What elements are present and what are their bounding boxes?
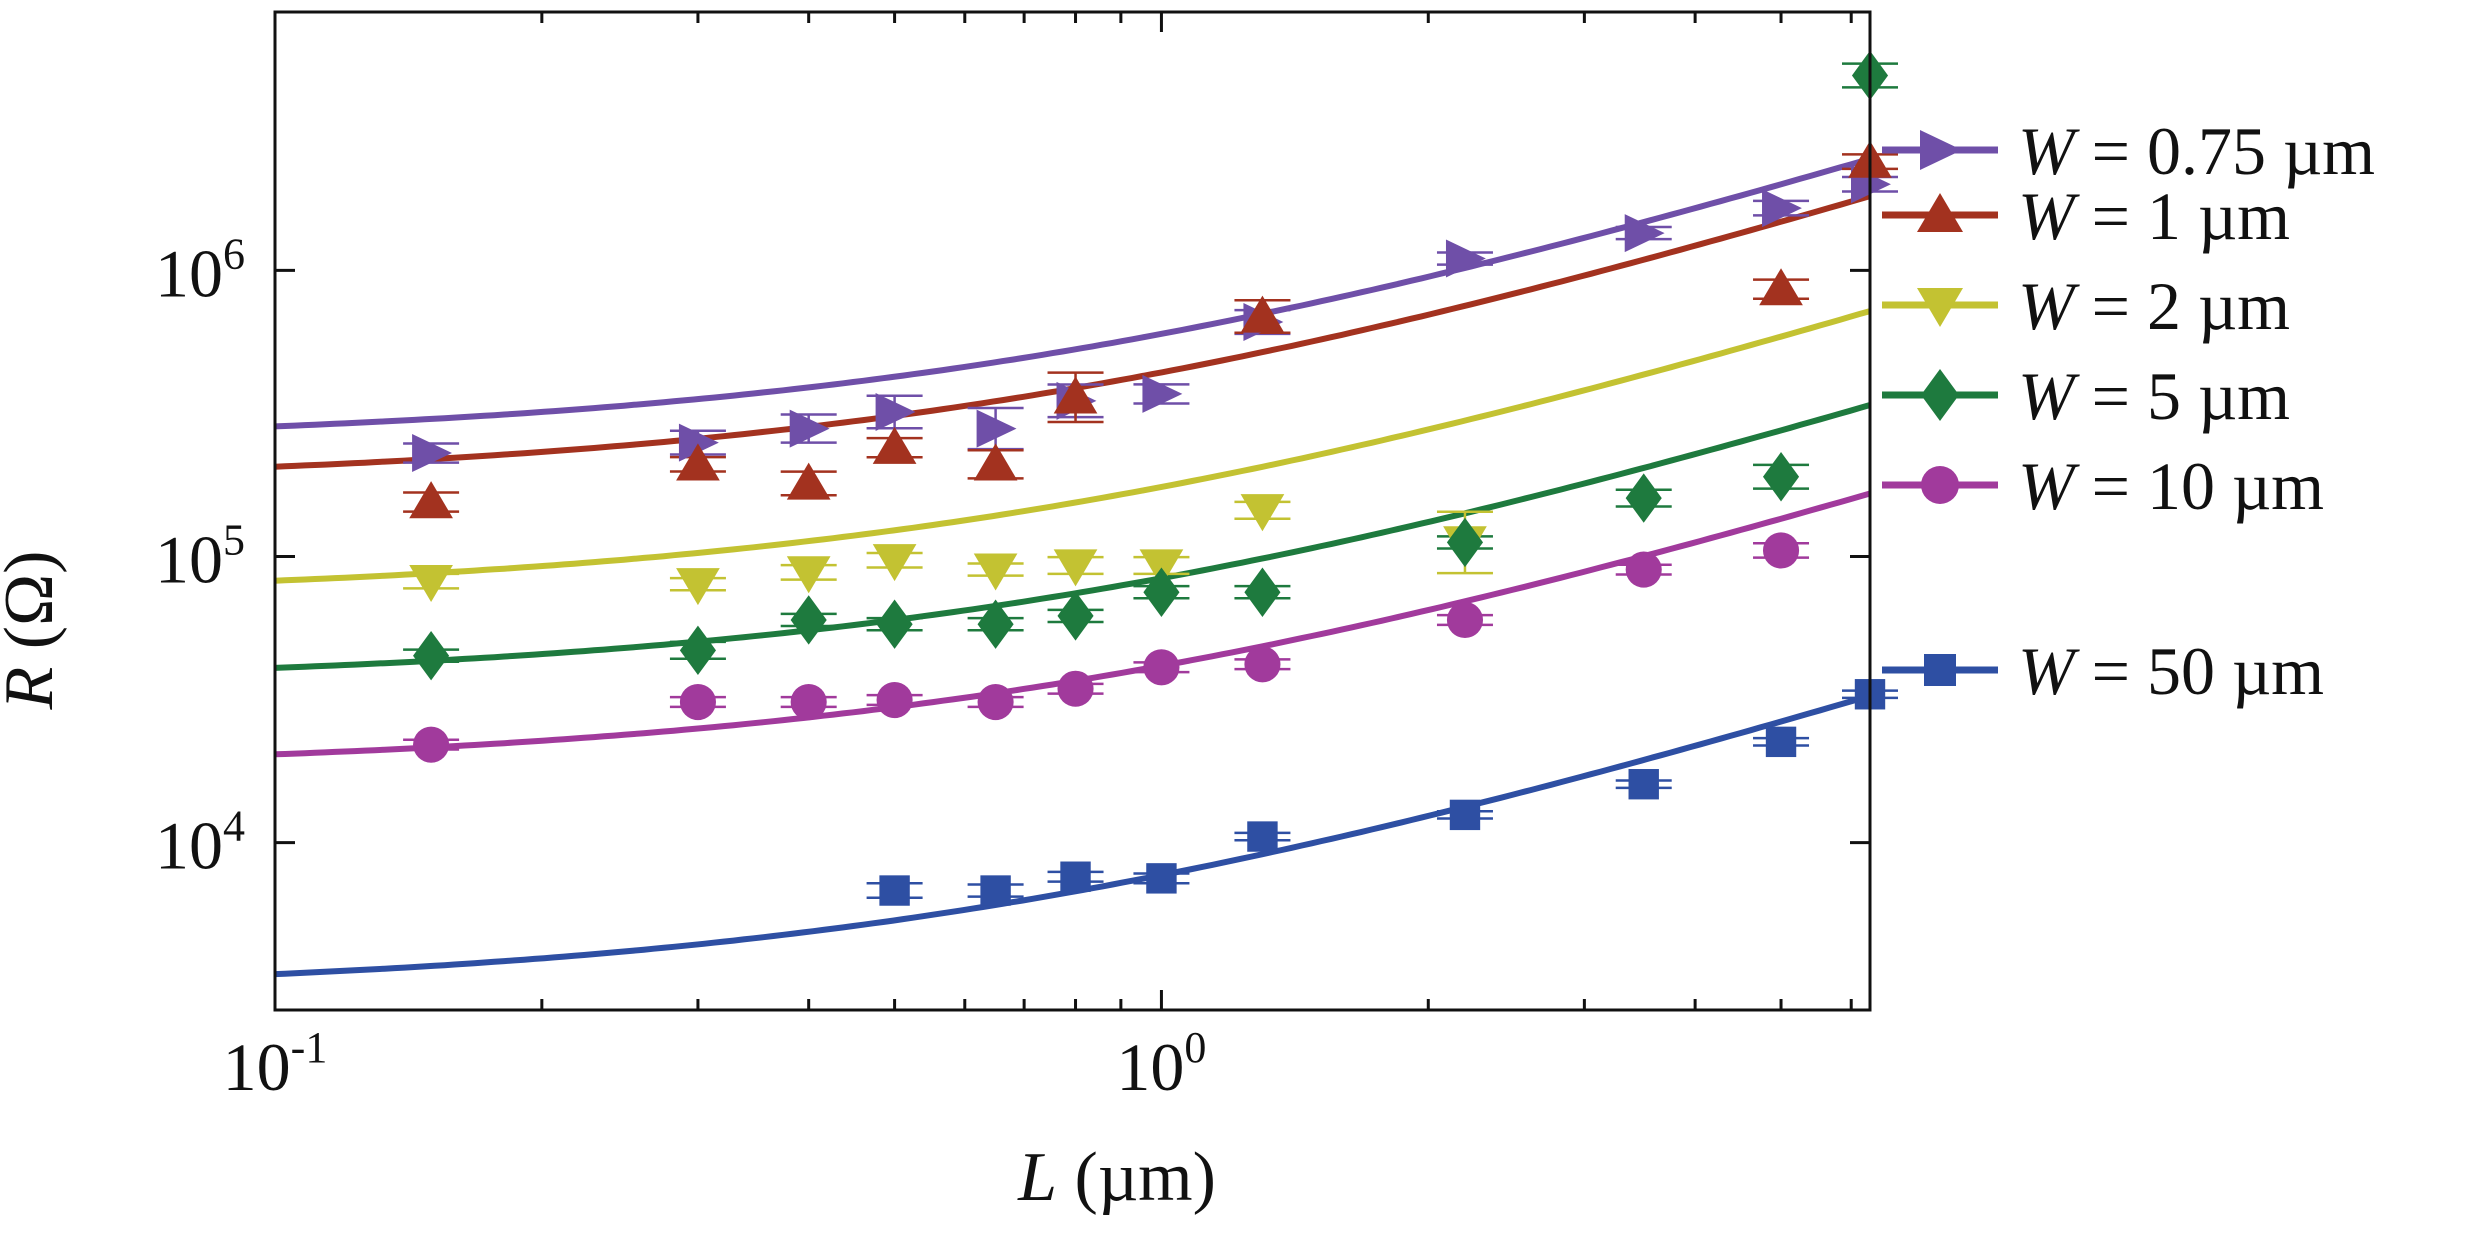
legend-marker <box>1924 654 1956 686</box>
fit-line-0 <box>274 155 1871 430</box>
data-point <box>676 443 720 481</box>
data-point <box>977 599 1014 649</box>
data-point <box>1244 646 1281 683</box>
legend-marker <box>1921 369 1959 421</box>
legend-label: W = 1 µm <box>2018 178 2290 254</box>
data-point <box>1240 295 1285 333</box>
data-point <box>1143 649 1180 686</box>
data-point <box>409 481 453 519</box>
data-point <box>976 409 1017 448</box>
data-point <box>786 556 831 594</box>
data-point <box>1244 567 1281 617</box>
plot-frame <box>273 10 1872 1012</box>
legend-label: W = 5 µm <box>2018 358 2290 434</box>
data-point <box>1053 376 1098 414</box>
data-point <box>876 681 913 719</box>
data-point <box>413 726 450 763</box>
y-tick-label: 105 <box>155 516 245 598</box>
fit-line-5 <box>274 692 1871 978</box>
x-axis-label: L (µm) <box>1017 1139 1216 1216</box>
legend-item: W = 1 µm <box>1882 178 2290 254</box>
data-point <box>875 392 916 431</box>
data-point <box>876 599 913 649</box>
data-point <box>879 875 910 906</box>
data-point <box>973 443 1018 481</box>
data-point <box>1625 551 1662 588</box>
y-axis-label: R (Ω) <box>0 551 68 711</box>
data-point <box>1247 821 1278 852</box>
data-point <box>1060 861 1091 892</box>
data-point <box>1762 452 1800 502</box>
data-point <box>973 553 1018 591</box>
data-point <box>1765 726 1797 758</box>
data-point <box>679 683 716 721</box>
data-points <box>409 50 1892 906</box>
legend-label: W = 2 µm <box>2018 268 2290 344</box>
data-point <box>676 568 720 606</box>
data-point <box>790 595 827 645</box>
y-tick-label: 104 <box>155 802 245 884</box>
legend: W = 0.75 µmW = 1 µm W = 2 µm W = 5 µm W = 1… <box>1882 113 2375 709</box>
legend-label: W = 10 µm <box>2018 448 2324 524</box>
axis-ticks <box>273 12 1870 1010</box>
data-point <box>1446 601 1484 639</box>
tick-labels: 10-1 100 104 105 106 <box>155 229 1206 1105</box>
data-point <box>872 426 917 464</box>
x-tick-label: 10-1 <box>223 1023 328 1105</box>
data-point <box>409 565 453 603</box>
legend-item: W = 50 µm <box>1882 633 2324 709</box>
x-tick-label: 100 <box>1116 1023 1206 1105</box>
data-point <box>1759 268 1803 306</box>
legend-label: W = 0.75 µm <box>2018 113 2375 189</box>
data-point <box>1625 473 1662 523</box>
data-point <box>1449 799 1481 831</box>
data-point <box>1445 239 1486 278</box>
legend-marker <box>1920 130 1962 170</box>
data-point <box>413 631 450 681</box>
data-point <box>1762 532 1800 569</box>
data-point <box>1057 591 1094 641</box>
data-point <box>1446 517 1484 568</box>
legend-item: W = 2 µm <box>1882 268 2290 344</box>
data-point <box>1142 374 1183 413</box>
data-point <box>1624 214 1665 253</box>
fit-line-2 <box>274 308 1871 584</box>
legend-marker <box>1917 193 1963 232</box>
y-tick-label: 106 <box>155 229 245 311</box>
error-bars <box>403 62 1898 900</box>
legend-item: W = 5 µm <box>1882 358 2290 434</box>
data-point <box>679 625 716 676</box>
data-point <box>786 462 831 500</box>
data-point <box>1628 769 1659 800</box>
legend-item: W = 0.75 µm <box>1882 113 2375 189</box>
data-point <box>1146 863 1177 894</box>
data-point <box>872 544 917 582</box>
legend-item: W = 10 µm <box>1882 448 2324 524</box>
data-point <box>980 875 1011 906</box>
data-point <box>790 683 827 721</box>
data-point <box>1143 567 1180 617</box>
legend-label: W = 50 µm <box>2018 633 2324 709</box>
data-point <box>789 409 830 448</box>
fit-line-3 <box>274 402 1871 671</box>
data-point <box>977 683 1014 721</box>
legend-marker <box>1917 288 1963 327</box>
data-point <box>1240 494 1285 532</box>
data-point <box>678 423 719 462</box>
data-point <box>1057 670 1094 707</box>
legend-marker <box>1921 466 1959 504</box>
data-point <box>1762 189 1802 228</box>
data-point <box>412 434 452 473</box>
data-point <box>1053 549 1098 587</box>
